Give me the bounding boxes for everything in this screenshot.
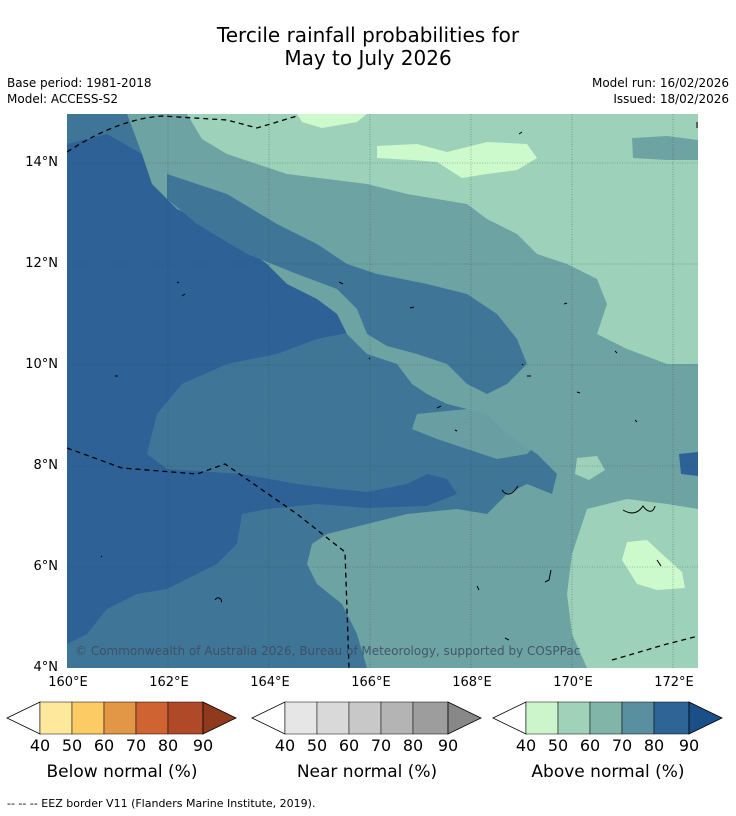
lat-label: 12°N (25, 256, 58, 271)
colorbar-near-swatches (251, 701, 482, 735)
meta-left: Base period: 1981-2018 Model: ACCESS-S2 (7, 75, 152, 107)
lon-label: 172°E (654, 675, 694, 690)
colorbar-tick: 80 (643, 736, 665, 755)
map-title-line2: May to July 2026 (284, 46, 452, 70)
region-70-ne (632, 136, 698, 160)
meta-right: Model run: 16/02/2026 Issued: 18/02/2026 (592, 75, 729, 107)
issued-date: Issued: 18/02/2026 (613, 92, 729, 106)
colorbar-tick: 50 (306, 736, 328, 755)
colorbar-tick: 70 (370, 736, 392, 755)
eez-footnote: -- -- -- EEZ border V11 (Flanders Marine… (7, 797, 316, 810)
colorbar-tick: 80 (157, 736, 179, 755)
colorbar-below-swatches (6, 701, 237, 735)
colorbar-below-title: Below normal (%) (46, 762, 198, 782)
model-name: Model: ACCESS-S2 (7, 92, 119, 106)
lon-label: 160°E (48, 675, 88, 690)
colorbar-tick: 40 (274, 736, 296, 755)
region-50-small (575, 456, 605, 480)
colorbar-tick: 60 (579, 736, 601, 755)
region-90 (67, 134, 457, 644)
colorbar-near (251, 700, 483, 736)
colorbar-near-title: Near normal (%) (296, 762, 438, 782)
model-run-date: Model run: 16/02/2026 (591, 76, 729, 90)
lat-label: 10°N (25, 357, 58, 372)
colorbar-above (492, 700, 724, 736)
islands (100, 122, 698, 641)
colorbar-tick: 40 (29, 736, 51, 755)
colorbar-above-swatches (492, 701, 723, 735)
colorbar-tick: 60 (338, 736, 360, 755)
lat-label: 8°N (33, 458, 59, 473)
colorbar-tick: 50 (547, 736, 569, 755)
base-period: Base period: 1981-2018 (7, 76, 152, 90)
region-70-mid (412, 404, 547, 459)
map-canvas (67, 114, 698, 668)
region-50-north (297, 114, 367, 128)
colorbar-above-title: Above normal (%) (531, 762, 685, 782)
copyright-notice: © Commonwealth of Australia 2026, Bureau… (75, 644, 581, 658)
lon-label: 162°E (149, 675, 189, 690)
region-50-east (622, 540, 685, 590)
region-90-east (679, 452, 698, 476)
region-60 (187, 114, 698, 364)
colorbar-tick: 90 (437, 736, 459, 755)
colorbar-tick: 70 (611, 736, 633, 755)
colorbar-tick: 40 (515, 736, 537, 755)
map-title-line1: Tercile rainfall probabilities for (216, 23, 520, 47)
graticule (67, 114, 698, 668)
probability-map: © Commonwealth of Australia 2026, Bureau… (67, 114, 698, 668)
region-80-central (167, 174, 527, 394)
colorbar-tick: 80 (402, 736, 424, 755)
eez-borders (67, 115, 698, 668)
colorbar-tick: 90 (678, 736, 700, 755)
lat-label: 4°N (33, 660, 59, 675)
colorbar-tick: 50 (61, 736, 83, 755)
lon-label: 164°E (250, 675, 290, 690)
colorbar-tick: 90 (192, 736, 214, 755)
region-60-se (567, 499, 698, 668)
lat-label: 14°N (25, 155, 58, 170)
region-50-top (377, 142, 537, 178)
colorbar-tick: 70 (125, 736, 147, 755)
lat-label: 6°N (33, 559, 59, 574)
colorbar-below (6, 700, 238, 736)
lon-label: 168°E (452, 675, 492, 690)
colorbar-tick: 60 (93, 736, 115, 755)
lon-label: 170°E (553, 675, 593, 690)
lon-label: 166°E (351, 675, 391, 690)
